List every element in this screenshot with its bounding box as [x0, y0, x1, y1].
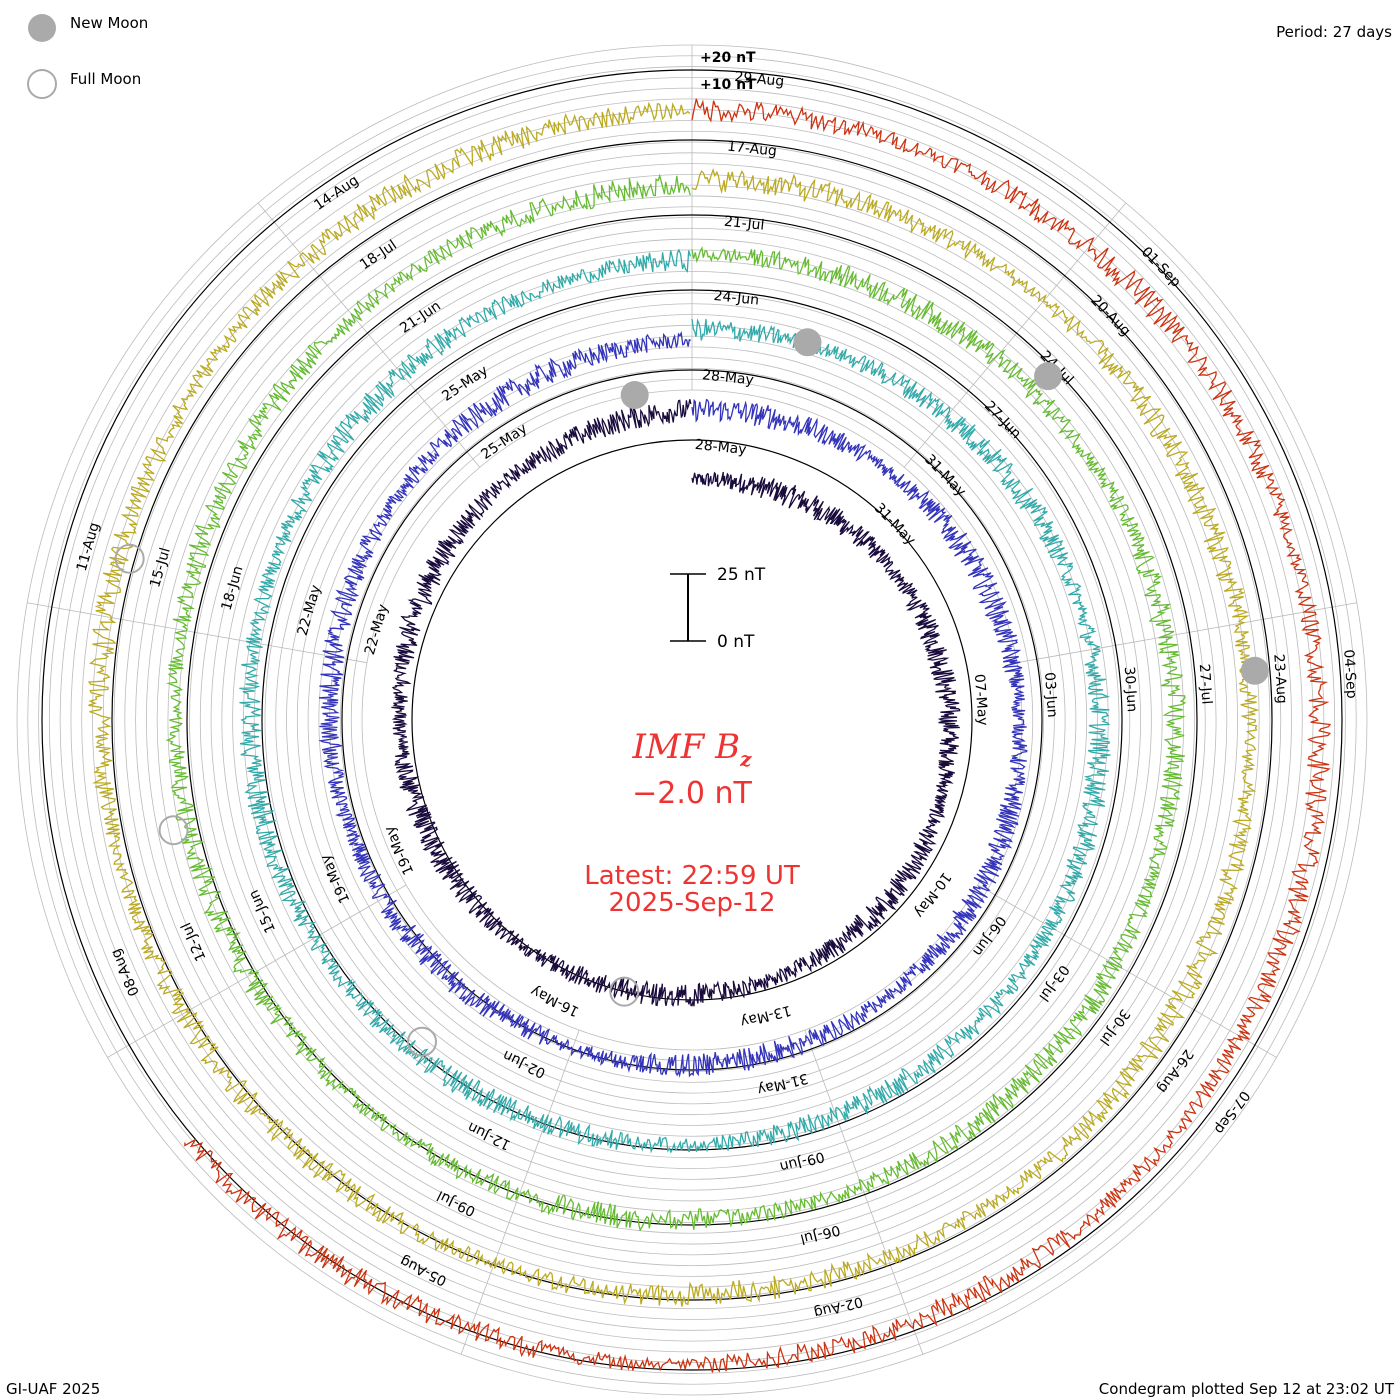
ring-date-label: 25-May: [478, 421, 530, 463]
full-moon-icon: [114, 543, 145, 574]
series-trace: [318, 330, 1028, 1078]
ring-date-label: 28-May: [701, 367, 754, 388]
ring-date-label: 22-May: [362, 603, 392, 657]
ring-date-label: 13-May: [739, 1002, 793, 1030]
ring-date-label: 18-Jun: [219, 564, 247, 612]
ring-date-label: 22-May: [295, 583, 325, 637]
legend-new-moon: New Moon: [70, 14, 148, 32]
ring-date-label: 16-May: [528, 982, 582, 1019]
ring-date-label: 12-Jul: [178, 920, 209, 964]
full-moon-icon: [158, 815, 189, 846]
ref-level-10: +10 nT: [700, 77, 756, 93]
footer-plotted: Condegram plotted Sep 12 at 23:02 UT: [1099, 1380, 1395, 1398]
ring-date-label: 20-Aug: [1087, 292, 1133, 339]
ring-date-label: 09-Jun: [778, 1148, 826, 1175]
series-trace: [391, 399, 961, 1007]
ring-date-label: 03-Jun: [1041, 672, 1060, 719]
chart-title-main: IMF B: [632, 727, 741, 767]
grid-spoke: [107, 884, 407, 1058]
legend: New Moon Full Moon: [27, 14, 148, 99]
ring-date-label: 24-Jun: [713, 288, 760, 309]
grid-spoke: [804, 1029, 924, 1355]
ring-date-label: 28-May: [694, 437, 747, 458]
ring-date-label: 06-Jul: [799, 1221, 842, 1246]
ring-date-label: 29-Aug: [734, 69, 785, 90]
full-moon-icon: [27, 69, 57, 99]
ring-date-label: 15-Jul: [147, 546, 174, 589]
grid-spoke: [460, 1029, 580, 1355]
series-trace: [87, 101, 1260, 1307]
grid-spoke: [977, 884, 1277, 1058]
new-moon-icon: [620, 381, 649, 410]
footer-credit: GI-UAF 2025: [6, 1380, 100, 1398]
ring-date-label: 07-May: [971, 673, 991, 726]
latest-date: 2025-Sep-12: [608, 888, 775, 918]
ring-date-label: 01-Sep: [1138, 244, 1184, 291]
ring-date-label: 18-Jul: [357, 237, 400, 273]
ring-date-label: 26-Aug: [1154, 1046, 1196, 1096]
grid-circle: [318, 346, 1066, 1094]
series-baseline: [411, 439, 973, 1001]
new-moon-icon: [1240, 656, 1269, 685]
polar-grid: [16, 44, 1368, 1396]
ring-date-label: 30-Jun: [1121, 666, 1140, 713]
data-traces: [41, 69, 1343, 1373]
ref-level-20: +20 nT: [700, 50, 756, 66]
ring-date-label: 21-Jul: [723, 214, 765, 234]
ring-date-label: 23-Aug: [1270, 653, 1289, 704]
new-moon-icon: [793, 328, 822, 357]
grid-circle: [243, 271, 1141, 1169]
ring-date-label: 09-Jul: [435, 1187, 478, 1219]
ring-date-label: 02-Jun: [500, 1047, 548, 1081]
chart-title: IMF Bz: [632, 727, 753, 771]
new-moon-icon: [28, 14, 56, 42]
full-moon-icon: [407, 1026, 438, 1057]
ring-date-labels: 28-May 31-May 07-May 10-May 13-May 16-May 19-M…: [74, 69, 1360, 1321]
grid-spoke: [27, 602, 368, 664]
latest-time: Latest: 22:59 UT: [584, 861, 800, 891]
grid-circle: [361, 389, 1023, 1051]
ring-date-label: 06-Jun: [969, 913, 1009, 959]
grid-spoke: [257, 202, 481, 468]
ring-date-label: 14-Aug: [311, 172, 361, 213]
ring-date-label: 08-Aug: [108, 946, 143, 998]
current-value: −2.0 nT: [632, 776, 752, 811]
full-moon-icon: [609, 976, 640, 1007]
ring-date-label: 31-May: [871, 500, 919, 548]
ring-date-label: 19-May: [382, 823, 418, 877]
center-readout: IMF Bz −2.0 nT Latest: 22:59 UT 2025-Sep…: [584, 727, 800, 918]
series-baseline: [41, 69, 1343, 1371]
series-baseline: [111, 139, 1273, 1301]
scale-bar-top-label: 25 nT: [717, 565, 766, 585]
series-trace: [165, 173, 1187, 1232]
ring-date-label: 27-Jul: [1196, 663, 1215, 705]
series-trace: [184, 98, 1332, 1373]
moon-markers: [114, 328, 1269, 1057]
ring-date-label: 17-Aug: [726, 139, 777, 160]
series-baseline: [186, 214, 1198, 1226]
scale-bar: 25 nT 0 nT: [670, 565, 766, 652]
grid-spoke: [1016, 602, 1357, 664]
series-trace: [239, 248, 1111, 1154]
grid-circle: [307, 335, 1077, 1105]
ring-date-label: 04-Sep: [1340, 649, 1359, 699]
ring-date-label: 02-Aug: [812, 1293, 864, 1321]
ring-date-label: 03-Jul: [1035, 962, 1072, 1004]
series-baseline: [261, 289, 1123, 1151]
chart-title-subscript: z: [739, 747, 752, 771]
scale-bar-bottom-label: 0 nT: [717, 632, 755, 652]
period-label: Period: 27 days: [1276, 23, 1392, 41]
ring-date-label: 10-May: [911, 869, 954, 920]
new-moon-icon: [1034, 362, 1063, 391]
legend-full-moon: Full Moon: [70, 70, 141, 88]
ring-date-label: 19-May: [318, 852, 354, 906]
ring-date-label: 31-May: [756, 1070, 810, 1098]
ring-date-label: 07-Sep: [1211, 1087, 1253, 1136]
ring-date-label: 27-Jun: [981, 398, 1024, 442]
series-baseline: [341, 369, 1043, 1071]
ring-date-label: 21-Jun: [397, 298, 444, 337]
